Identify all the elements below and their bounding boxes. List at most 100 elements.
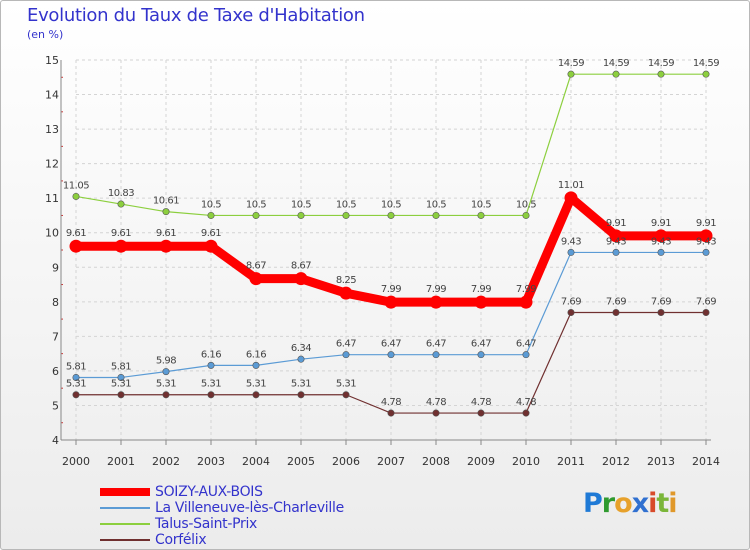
point-soizy bbox=[114, 239, 128, 253]
point-soizy bbox=[519, 295, 533, 309]
data-label-soizy: 11.01 bbox=[558, 180, 584, 191]
point-soizy bbox=[69, 239, 83, 253]
x-tick-label: 2003 bbox=[197, 455, 225, 468]
point-soizy bbox=[699, 229, 713, 243]
x-tick-label: 2009 bbox=[467, 455, 495, 468]
point-soizy bbox=[384, 295, 398, 309]
point-talus bbox=[342, 211, 350, 219]
point-talus bbox=[72, 192, 80, 200]
data-label-villeneuve: 9.43 bbox=[606, 236, 626, 247]
point-villeneuve bbox=[432, 351, 440, 359]
data-label-soizy: 9.91 bbox=[696, 218, 716, 229]
y-tick-label: 15 bbox=[45, 54, 59, 67]
point-villeneuve bbox=[657, 248, 665, 256]
data-label-talus: 10.5 bbox=[246, 199, 266, 210]
data-label-villeneuve: 9.43 bbox=[561, 236, 581, 247]
data-label-soizy: 9.61 bbox=[111, 228, 131, 239]
data-label-soizy: 8.67 bbox=[291, 261, 311, 272]
point-villeneuve bbox=[567, 248, 575, 256]
data-label-corfelix: 4.78 bbox=[426, 397, 446, 408]
data-label-corfelix: 7.69 bbox=[696, 297, 716, 308]
data-label-villeneuve: 5.81 bbox=[66, 361, 86, 372]
data-label-soizy: 7.99 bbox=[381, 284, 401, 295]
series-lines bbox=[69, 70, 713, 417]
legend-swatch-talus bbox=[100, 523, 150, 525]
data-label-soizy: 7.99 bbox=[471, 284, 491, 295]
point-talus bbox=[207, 211, 215, 219]
point-talus bbox=[252, 211, 260, 219]
point-villeneuve bbox=[207, 361, 215, 369]
y-tick-label: 4 bbox=[52, 434, 59, 447]
data-label-corfelix: 5.31 bbox=[111, 379, 131, 390]
data-label-talus: 14.59 bbox=[693, 58, 719, 69]
data-label-corfelix: 4.78 bbox=[516, 397, 536, 408]
data-label-corfelix: 5.31 bbox=[66, 379, 86, 390]
data-label-talus: 10.5 bbox=[516, 199, 536, 210]
data-label-soizy: 9.91 bbox=[606, 218, 626, 229]
grid bbox=[75, 59, 707, 441]
point-villeneuve bbox=[117, 373, 125, 381]
y-tick-label: 7 bbox=[52, 330, 59, 343]
proxiti-logo: Proxiti bbox=[583, 488, 678, 519]
x-tick-label: 2014 bbox=[692, 455, 720, 468]
data-label-talus: 10.83 bbox=[108, 188, 134, 199]
data-label-soizy: 9.61 bbox=[156, 228, 176, 239]
point-villeneuve bbox=[387, 351, 395, 359]
data-label-talus: 11.05 bbox=[63, 180, 89, 191]
legend-swatch-villeneuve bbox=[100, 507, 150, 509]
data-label-talus: 10.5 bbox=[426, 199, 446, 210]
x-tick-label: 2007 bbox=[377, 455, 405, 468]
point-villeneuve bbox=[252, 361, 260, 369]
data-label-villeneuve: 6.47 bbox=[381, 339, 401, 350]
data-label-villeneuve: 6.34 bbox=[291, 343, 311, 354]
point-villeneuve bbox=[72, 373, 80, 381]
point-villeneuve bbox=[612, 248, 620, 256]
point-villeneuve bbox=[522, 351, 530, 359]
point-talus bbox=[477, 211, 485, 219]
point-villeneuve bbox=[297, 355, 305, 363]
x-tick-label: 2004 bbox=[242, 455, 270, 468]
data-label-corfelix: 5.31 bbox=[336, 379, 356, 390]
point-corfelix bbox=[387, 409, 395, 417]
data-label-soizy: 9.61 bbox=[66, 228, 86, 239]
point-talus bbox=[162, 208, 170, 216]
point-corfelix bbox=[162, 391, 170, 399]
x-tick-label: 2008 bbox=[422, 455, 450, 468]
point-corfelix bbox=[72, 391, 80, 399]
data-label-corfelix: 7.69 bbox=[651, 297, 671, 308]
data-label-villeneuve: 9.43 bbox=[651, 236, 671, 247]
point-talus bbox=[117, 200, 125, 208]
data-label-soizy: 9.91 bbox=[651, 218, 671, 229]
data-label-soizy: 8.67 bbox=[246, 261, 266, 272]
y-tick-label: 9 bbox=[52, 261, 59, 274]
data-label-talus: 14.59 bbox=[558, 58, 584, 69]
data-label-soizy: 9.61 bbox=[201, 228, 221, 239]
point-corfelix bbox=[477, 409, 485, 417]
point-talus bbox=[612, 70, 620, 78]
point-corfelix bbox=[297, 391, 305, 399]
data-label-villeneuve: 6.47 bbox=[471, 339, 491, 350]
data-label-talus: 10.61 bbox=[153, 196, 179, 207]
data-label-corfelix: 4.78 bbox=[471, 397, 491, 408]
point-talus bbox=[432, 211, 440, 219]
point-corfelix bbox=[432, 409, 440, 417]
legend-label-villeneuve: La Villeneuve-lès-Charleville bbox=[155, 500, 344, 516]
legend-swatch-corfelix bbox=[100, 539, 150, 541]
y-tick-label: 6 bbox=[52, 365, 59, 378]
data-label-corfelix: 5.31 bbox=[291, 379, 311, 390]
data-label-villeneuve: 5.98 bbox=[156, 356, 176, 367]
point-corfelix bbox=[342, 391, 350, 399]
point-soizy bbox=[294, 272, 308, 286]
point-soizy bbox=[609, 229, 623, 243]
data-label-talus: 10.5 bbox=[336, 199, 356, 210]
point-villeneuve bbox=[477, 351, 485, 359]
point-corfelix bbox=[612, 309, 620, 317]
x-tick-label: 2010 bbox=[512, 455, 540, 468]
point-villeneuve bbox=[342, 351, 350, 359]
axes: 4 5 6 7 8 9 10 11 12 13 14 15 2000 2001 2002 2003 2004 20… bbox=[45, 54, 720, 468]
data-label-talus: 14.59 bbox=[603, 58, 629, 69]
y-tick-label: 12 bbox=[45, 158, 59, 171]
x-tick-label: 2011 bbox=[557, 455, 585, 468]
y-tick-label: 10 bbox=[45, 227, 59, 240]
